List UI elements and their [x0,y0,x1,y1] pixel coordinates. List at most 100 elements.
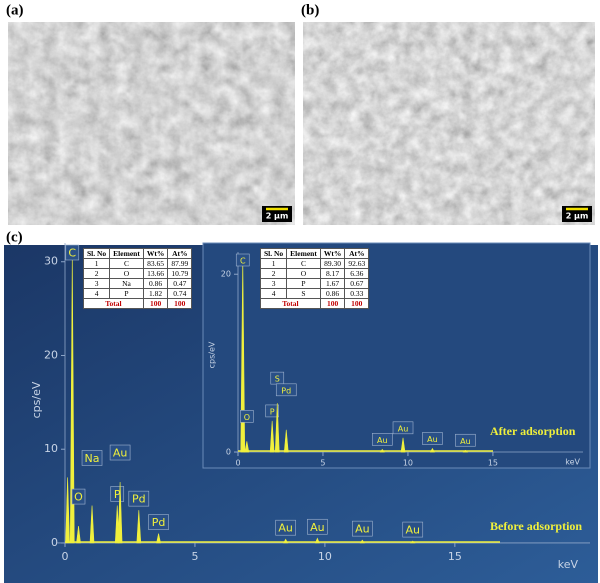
peak-label-box [128,490,150,507]
table-cell: C [286,258,321,269]
peak-label-box [392,421,414,435]
table-row: 4 P 1.82 0.74 [82,288,193,299]
table-cell: 2 [82,268,111,279]
peak-label-box [240,410,254,423]
x-tick-label: 10 [403,458,413,467]
peak-label-box [455,433,476,447]
peak [429,447,435,453]
sem-image [8,22,295,225]
table-row: Total 100 100 [260,298,370,309]
peak [274,403,280,453]
peak [400,437,406,453]
peak-label: Pd [281,386,291,395]
annotation: Before adsorption [490,519,582,533]
peak-label-box [235,253,250,267]
table-cell: 2 [259,268,288,279]
peak [359,539,365,544]
table-cell: 8.17 [319,268,346,279]
table-row: 1 C 83.65 87.99 [82,258,193,269]
peak [65,477,70,544]
table-cell: 0.74 [167,288,193,299]
table-cell: Sl. No [82,248,111,259]
peak-label-box [371,433,393,446]
table-cell: 100 [344,298,370,309]
x-tick-label: 5 [191,550,198,563]
y-tick-label: 30 [44,255,58,268]
table-cell: Wt% [142,248,169,259]
annotation: After adsorption [490,424,576,438]
table-cell: 3 [82,278,111,289]
table-row: Sl. No Element Wt% At% [82,248,193,259]
peak-label: C [240,257,246,266]
table-cell: 89.30 [319,258,346,269]
x-tick-label: 5 [320,458,325,467]
table-cell: 3 [259,278,288,289]
table-cell: 92.63 [344,258,370,269]
table-cell: 0.86 [142,278,169,289]
panel-label: (a) [6,2,24,18]
peak [314,537,320,544]
peak-label: Au [113,447,128,460]
table-cell: 87.99 [167,258,193,269]
peak-label: Au [355,523,370,536]
table-row: Sl. No Element Wt% At% [259,248,370,259]
table-row: 3 P 1.67 0.67 [259,278,370,289]
y-axis-title: cps/eV [208,341,217,368]
y-tick-label: 0 [226,448,231,457]
table-cell: C [109,258,144,269]
table-cell: 4 [259,288,288,299]
table-cell: S [286,288,321,299]
peak-label-box [148,514,169,530]
panel-label: (c) [6,229,23,245]
peak-label-box [65,244,80,261]
table-cell: Sl. No [259,248,288,259]
table-cell: 100 [319,298,346,309]
table-row: 1 C 89.30 92.63 [259,258,370,269]
y-axis-title: cps/eV [30,381,43,418]
peak-label: Au [427,435,438,444]
table-cell: 6.36 [344,268,370,279]
table-cell: Total [260,298,321,309]
peak-label: Au [310,521,325,534]
x-tick-label: 0 [61,550,68,563]
table-cell: 1 [259,258,288,269]
peak [409,540,416,544]
panel-label: (b) [301,2,319,18]
peak-label: C [68,247,76,260]
peak-label-box [265,404,279,418]
table-cell: Element [109,248,144,259]
scale-label: 2 μm [266,212,289,221]
peak [244,441,250,453]
peak [462,449,469,453]
peak-label: Pd [132,493,146,506]
sem-image [303,22,595,225]
peak-label-box [402,521,424,538]
x-tick-label: 15 [448,550,462,563]
y-tick-label: 20 [221,270,231,279]
x-axis-title: keV [565,458,580,467]
peak-label: Au [460,437,471,446]
table-cell: 83.65 [142,258,169,269]
y-tick-label: 10 [44,442,58,455]
table-cell: Wt% [319,248,346,259]
table-cell: 1 [82,258,111,269]
table-cell: At% [167,248,193,259]
table-row: Total 100 100 [83,298,193,309]
table-cell: 100 [142,298,169,309]
peak [76,526,81,544]
peak-label: Au [398,424,409,433]
table-row: 4 S 0.86 0.33 [259,288,370,299]
peak-label: S [275,375,280,384]
table-cell: 13.66 [142,268,169,279]
table-row: 2 O 13.66 10.79 [82,268,193,279]
peak-label: Au [278,522,293,535]
y-tick-label: 20 [44,348,58,361]
table-cell: 0.47 [167,278,193,289]
table-cell: 0.67 [344,278,370,289]
table-cell: O [286,268,321,279]
peak-label-box [422,432,443,445]
table-cell: 1.67 [319,278,346,289]
table-cell: Na [109,278,144,289]
peak-label: O [74,491,83,504]
